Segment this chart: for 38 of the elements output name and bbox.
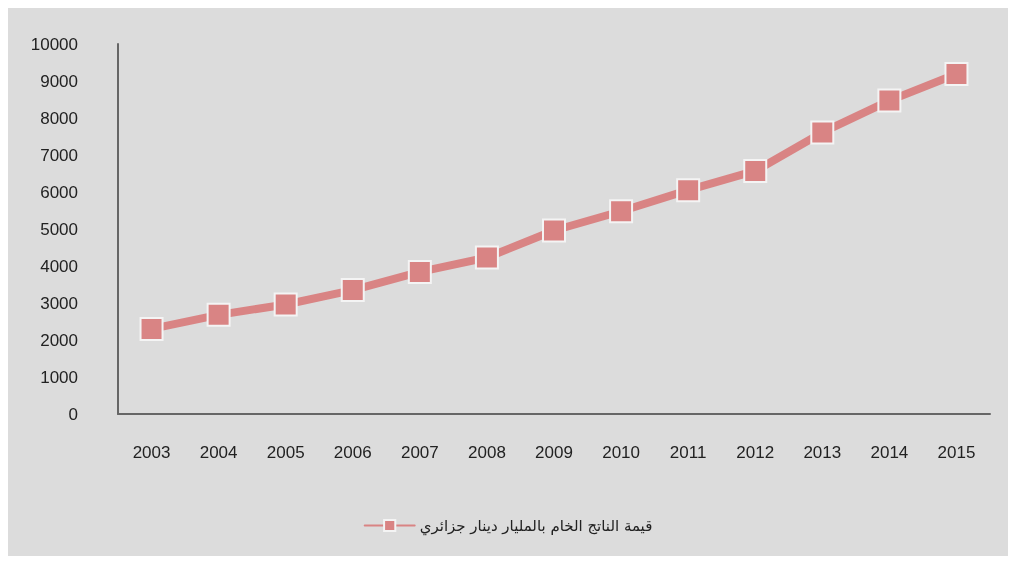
point [542, 218, 566, 243]
y-tick-label: 5000 [40, 219, 78, 239]
point [676, 178, 701, 203]
point [609, 199, 634, 224]
x-tick-label: 2015 [937, 443, 976, 462]
point [206, 302, 231, 327]
y-tick-label: 10000 [30, 34, 78, 54]
point [944, 61, 969, 86]
x-tick-label: 2003 [132, 443, 171, 462]
x-tick-label: 2005 [266, 443, 305, 462]
point [139, 316, 164, 341]
x-tick-label: 2008 [468, 443, 506, 462]
y-tick-label: 9000 [40, 71, 78, 91]
x-tick-label: 2011 [669, 443, 707, 462]
y-tick-label: 4000 [40, 256, 78, 276]
point [877, 88, 902, 113]
x-tick-label: 2007 [400, 443, 439, 462]
point [810, 120, 835, 145]
x-tick-label: 2006 [333, 443, 372, 462]
y-tick-label: 8000 [40, 108, 78, 128]
x-tick-label: 2014 [870, 443, 909, 462]
x-tick-label: 2013 [803, 443, 842, 462]
x-tick-label: 2012 [736, 443, 775, 462]
y-tick-label: 7000 [40, 145, 78, 165]
y-tick-label: 6000 [40, 182, 78, 202]
point [407, 259, 432, 284]
x-tick-label: 2010 [602, 443, 640, 462]
point [273, 292, 298, 317]
x-tick-label: 2009 [535, 443, 573, 462]
y-tick-label: 1000 [40, 367, 78, 387]
x-tick-label: 2004 [199, 443, 238, 462]
y-tick-label: 2000 [40, 330, 78, 350]
y-tick-label: 0 [68, 404, 78, 424]
point [474, 245, 499, 270]
point [743, 158, 768, 183]
point [340, 278, 365, 303]
legend-label: قيمة الناتج الخام بالمليار دينار جزائري [419, 516, 653, 536]
y-tick-label: 3000 [40, 293, 78, 313]
